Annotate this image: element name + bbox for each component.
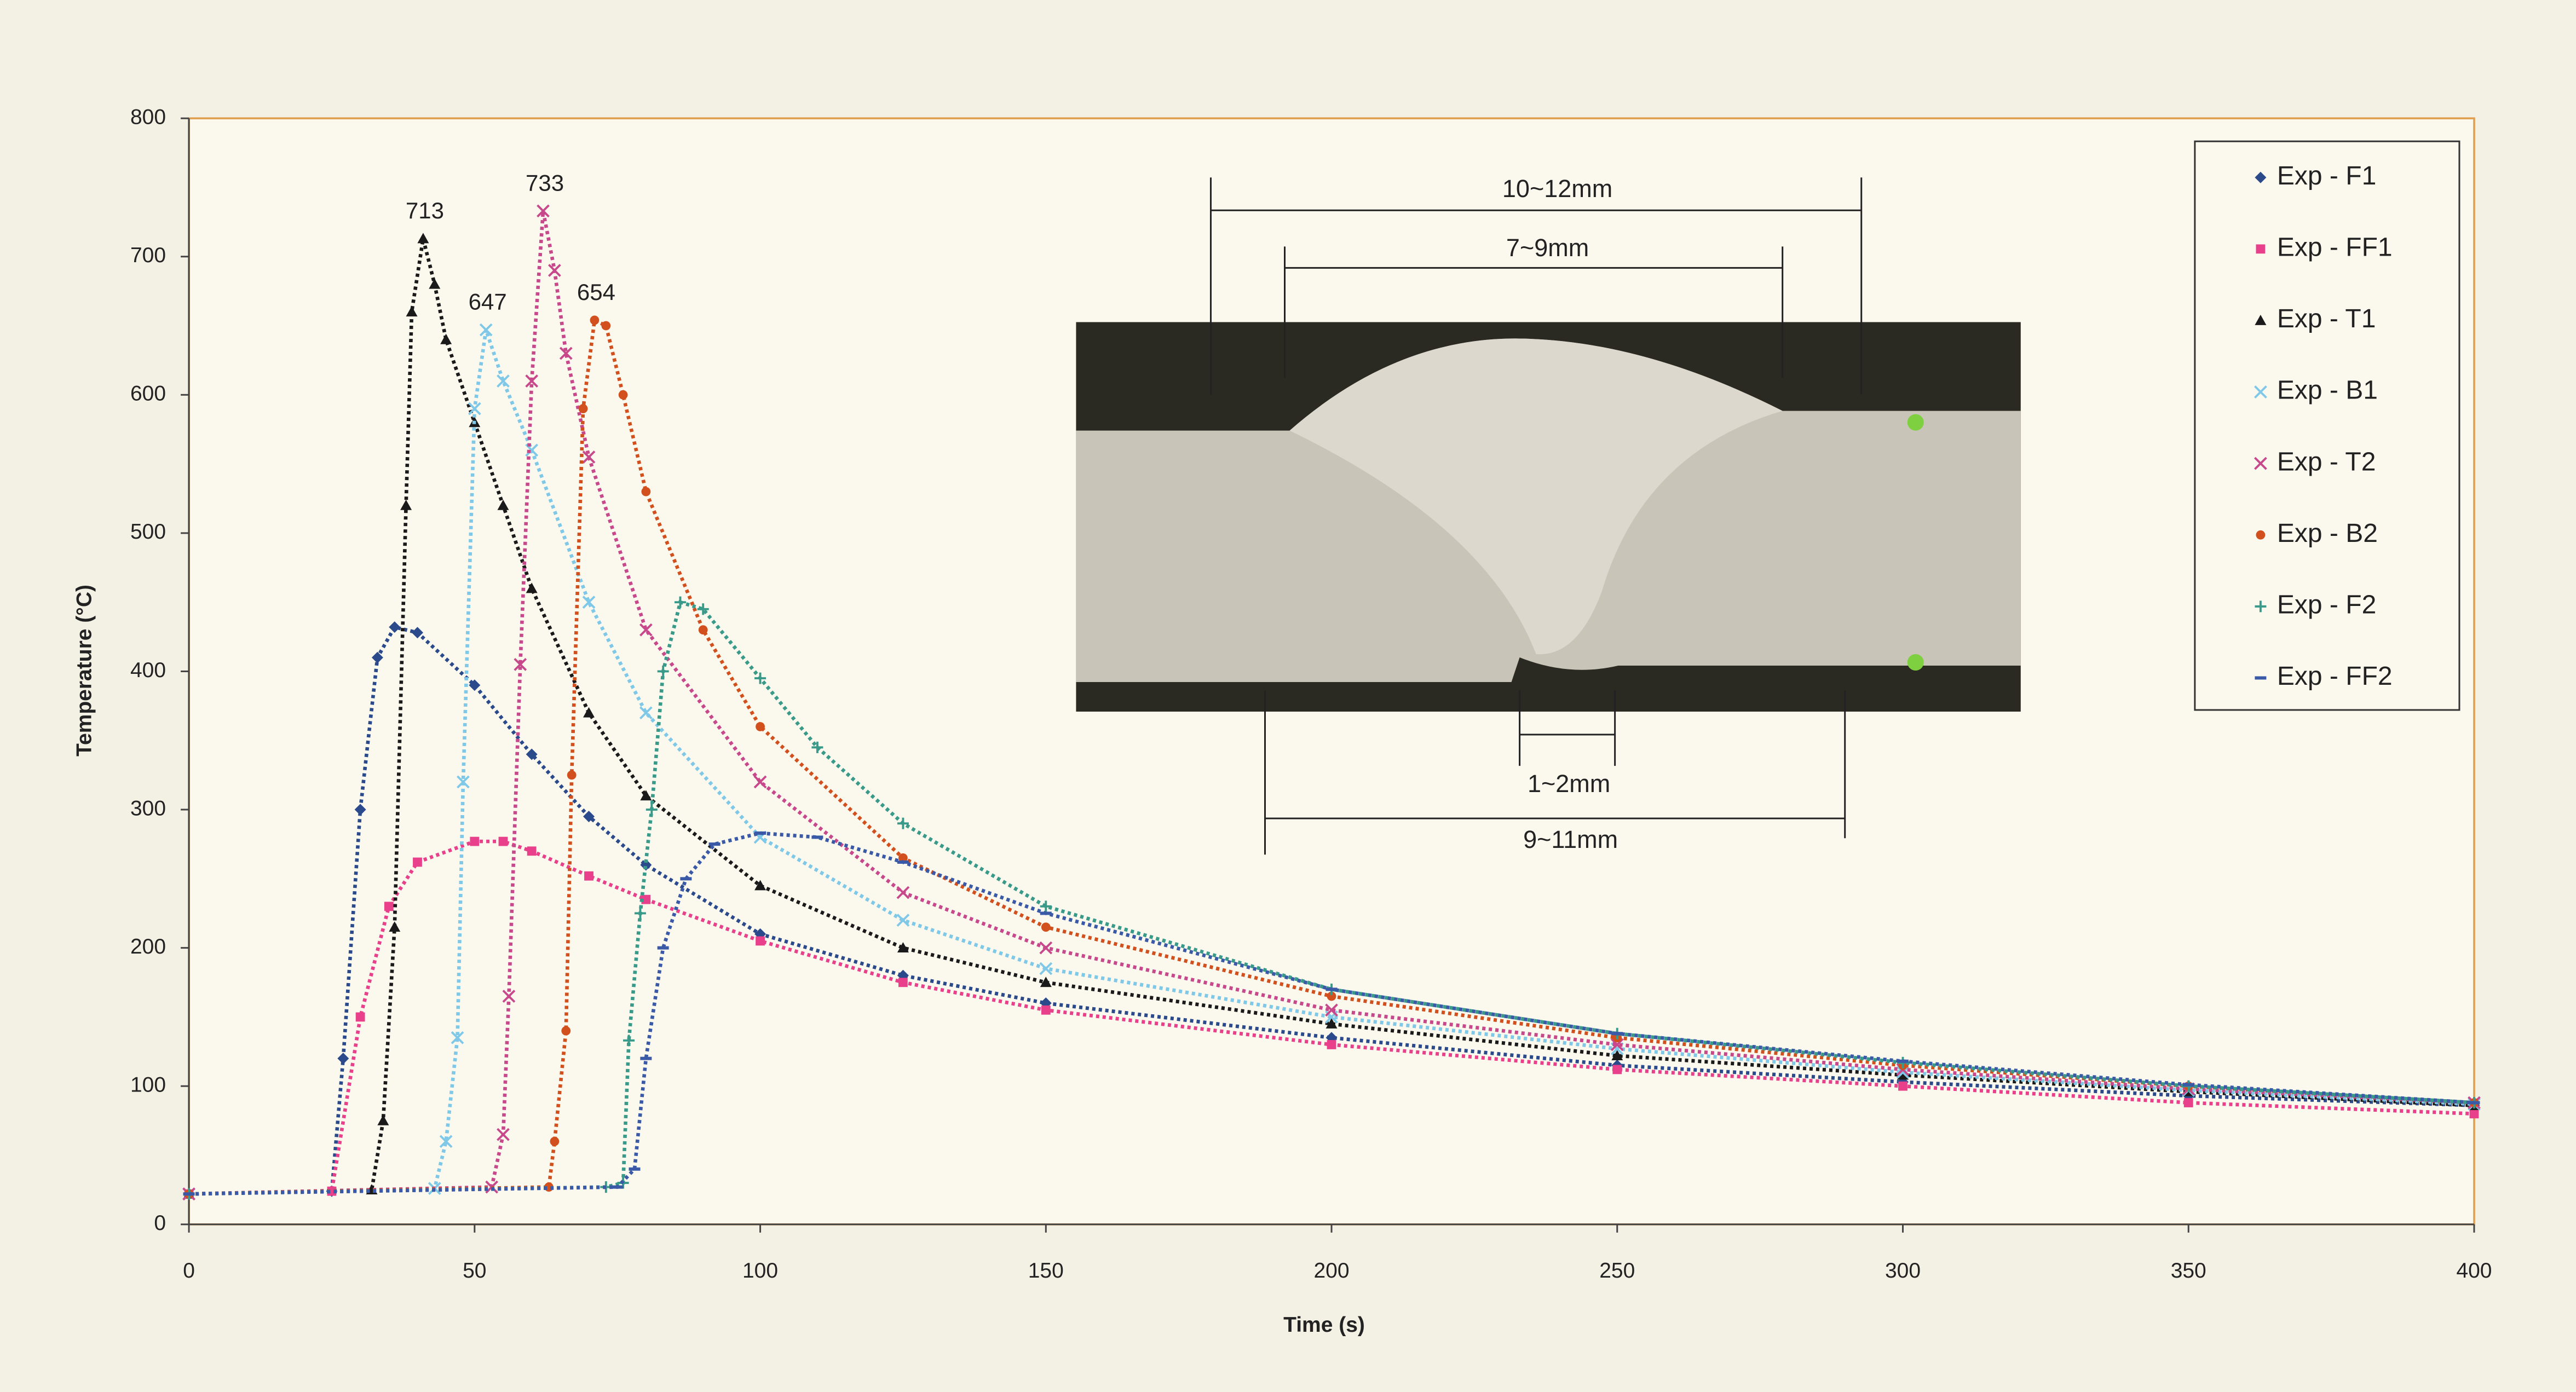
legend-label: Exp - T1 [2277, 304, 2376, 333]
y-tick-label: 200 [130, 935, 166, 958]
marker [619, 390, 628, 400]
marker [2256, 244, 2265, 253]
marker [601, 321, 610, 331]
x-tick-label: 300 [1885, 1259, 1921, 1283]
peak-label: 733 [526, 170, 564, 195]
y-tick-label: 800 [130, 105, 166, 129]
legend-label: Exp - F1 [2277, 161, 2376, 190]
x-tick-label: 100 [742, 1259, 778, 1283]
marker [567, 770, 577, 779]
y-tick-label: 500 [130, 520, 166, 544]
x-tick-label: 150 [1028, 1259, 1064, 1283]
thermocouple [1907, 654, 1924, 671]
dimension-label: 7~9mm [1506, 234, 1589, 262]
marker [756, 722, 765, 731]
marker [1041, 922, 1051, 932]
marker [2184, 1098, 2193, 1107]
legend-label: Exp - T2 [2277, 447, 2376, 476]
page: {"chart_data": { "type": "scatter", "x_l… [0, 0, 2576, 1392]
y-tick-label: 300 [130, 796, 166, 820]
legend-box [2195, 141, 2459, 710]
marker [1327, 1040, 1336, 1049]
marker [527, 846, 537, 856]
legend-label: Exp - B1 [2277, 376, 2378, 405]
y-tick-label: 400 [130, 659, 166, 682]
legend-label: Exp - FF2 [2277, 662, 2393, 691]
x-axis-title: Time (s) [1283, 1313, 1365, 1337]
legend: Exp - F1 Exp - FF1 Exp - T1 Exp - B1 Exp - T… [2195, 141, 2459, 710]
marker [1041, 1006, 1051, 1015]
marker [499, 837, 508, 846]
marker [756, 937, 765, 946]
x-tick-label: 50 [463, 1259, 486, 1283]
legend-label: Exp - FF1 [2277, 233, 2393, 262]
marker [590, 316, 600, 325]
y-tick-label: 0 [154, 1211, 166, 1235]
marker [579, 404, 588, 413]
marker [550, 1137, 559, 1146]
marker [898, 978, 908, 987]
marker [641, 487, 650, 496]
x-tick-label: 200 [1313, 1259, 1349, 1283]
dimension-label: 10~12mm [1502, 175, 1612, 203]
thermocouple [1907, 414, 1924, 431]
marker [584, 871, 593, 881]
chart: Time (s) Temperature (°C) 10~12mm 7~9mm … [0, 0, 2576, 1392]
y-tick-label: 700 [130, 244, 166, 267]
marker [561, 1026, 570, 1036]
marker [2470, 1109, 2479, 1118]
dimension-label: 9~11mm [1523, 825, 1618, 853]
x-tick-label: 0 [183, 1259, 195, 1283]
marker [1898, 1082, 1907, 1091]
marker [384, 902, 394, 911]
legend-label: Exp - F2 [2277, 591, 2376, 620]
marker [699, 625, 708, 634]
y-tick-label: 600 [130, 382, 166, 406]
x-tick-label: 250 [1599, 1259, 1635, 1283]
peak-label: 713 [406, 198, 444, 223]
marker [470, 837, 479, 846]
marker [356, 1012, 365, 1021]
legend-label: Exp - B2 [2277, 519, 2378, 548]
y-tick-label: 100 [130, 1073, 166, 1096]
marker [2256, 530, 2265, 540]
x-tick-label: 400 [2456, 1259, 2492, 1283]
marker [413, 858, 422, 867]
y-axis-title: Temperature (°C) [72, 585, 96, 756]
marker [1612, 1065, 1622, 1074]
peak-label: 647 [469, 289, 507, 315]
peak-label: 654 [577, 279, 615, 305]
dimension-label: 1~2mm [1528, 770, 1610, 798]
x-tick-label: 350 [2171, 1259, 2206, 1283]
